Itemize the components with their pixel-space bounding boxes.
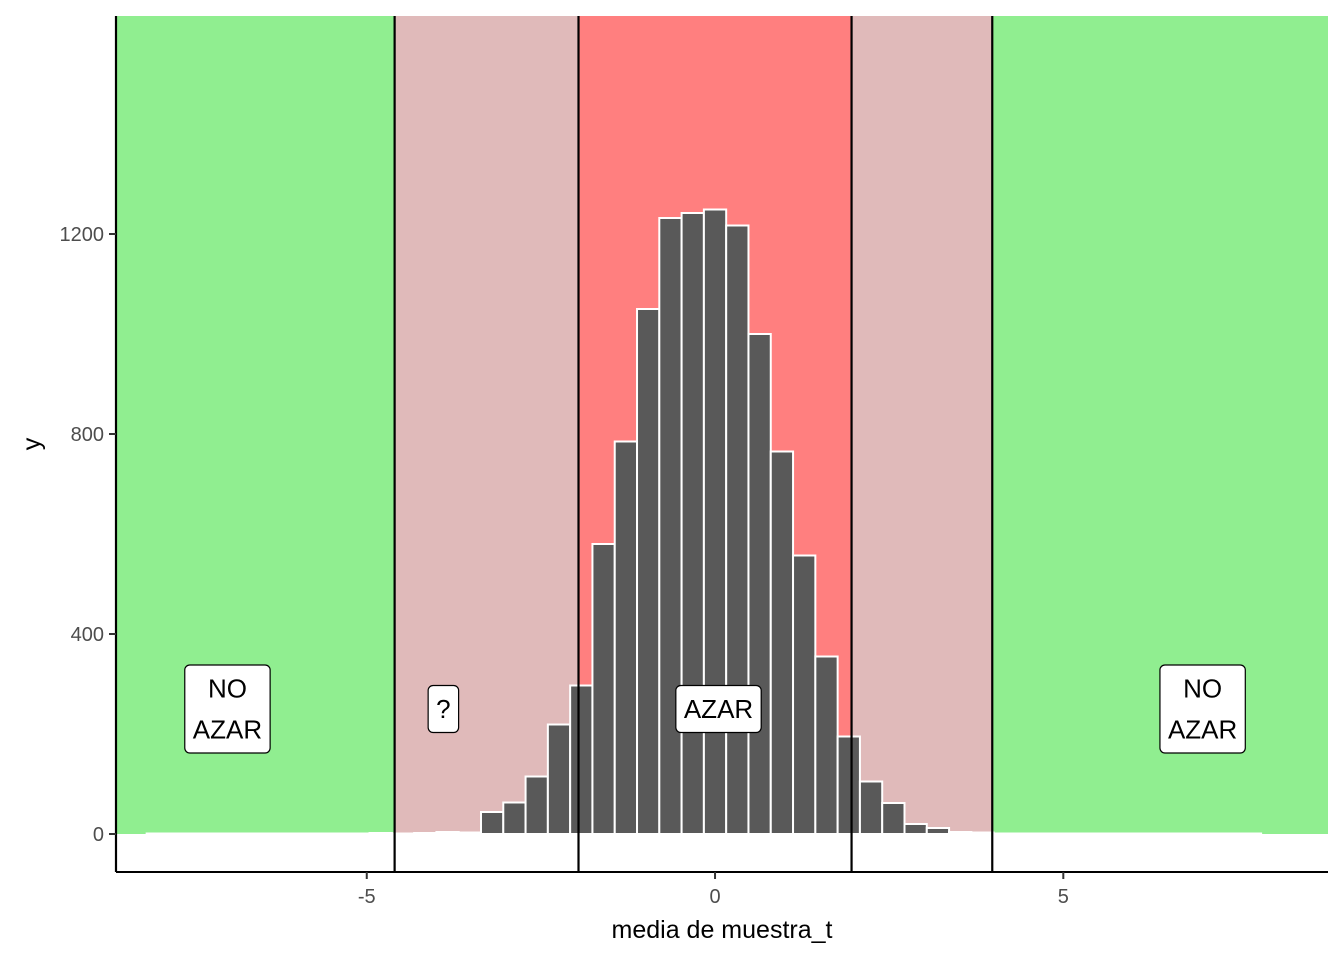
histogram-bar (658, 217, 683, 835)
histogram-bar (903, 823, 928, 835)
histogram-bar (1014, 832, 1040, 835)
histogram-bar (814, 655, 839, 835)
histogram-bar (212, 832, 237, 835)
histogram-bar (1148, 832, 1173, 835)
histogram-bar (524, 775, 549, 835)
y-axis-ticks: 0 400 800 1200 (60, 224, 116, 846)
histogram-bar (992, 832, 1017, 835)
histogram-bar (680, 212, 705, 835)
histogram-bar (1170, 832, 1196, 835)
histogram-bar (1104, 832, 1129, 835)
histogram-bar (1237, 832, 1263, 835)
y-tick-label: 400 (71, 624, 104, 646)
histogram-bar (413, 832, 438, 835)
histogram-bar (479, 811, 505, 835)
histogram-bar (948, 831, 973, 835)
zone-label-box (675, 684, 762, 734)
zone-annotations: NO AZAR? AZAR NO AZAR (184, 664, 1246, 754)
zone-label-text: NO (1183, 674, 1222, 704)
zone-label-text: NO (208, 674, 247, 704)
y-tick-label: 1200 (60, 224, 105, 246)
histogram-bar (368, 832, 393, 835)
histogram-bar (881, 802, 906, 835)
histogram-bar (346, 832, 371, 835)
histogram-bar (1037, 832, 1062, 835)
histogram-bar (725, 224, 750, 835)
histogram-bar (970, 831, 995, 835)
zone-label-1: ? (427, 684, 460, 734)
histogram-bar (747, 333, 772, 835)
histogram-bar (457, 831, 482, 835)
x-tick-label: -5 (358, 886, 376, 908)
y-tick-label: 0 (93, 824, 104, 846)
zone-label-box (1159, 664, 1246, 754)
histogram-bar (279, 832, 304, 835)
histogram-bar (1193, 832, 1218, 835)
histogram-bar (591, 543, 616, 835)
y-axis-title: y (18, 437, 46, 450)
histogram-bar (636, 308, 661, 835)
histogram-bar (435, 831, 460, 835)
histogram-bar (769, 450, 795, 835)
x-axis-title: media de muestra_t (612, 916, 833, 944)
histogram-bar (145, 832, 170, 835)
zone-label-0: NO AZAR (184, 664, 271, 754)
histogram-bar (702, 208, 728, 835)
histogram-bar (792, 554, 817, 835)
zone-label-text: AZAR (1168, 715, 1237, 745)
histogram-bars (145, 208, 1263, 835)
zone-label-box (427, 684, 460, 734)
histogram-bar (301, 832, 326, 835)
histogram-bar (257, 832, 282, 835)
zone-label-2: AZAR (675, 684, 762, 734)
zone-label-3: NO AZAR (1159, 664, 1246, 754)
zone-label-text: AZAR (684, 694, 753, 724)
histogram-bar (323, 832, 349, 835)
histogram-bar (167, 832, 193, 835)
x-axis-ticks: -5 0 5 (358, 872, 1069, 908)
histogram-bar (1059, 832, 1084, 835)
zone-band-3 (851, 16, 993, 834)
y-tick-label: 800 (71, 424, 104, 446)
histogram-bar (546, 723, 572, 835)
zone-label-box (184, 664, 271, 754)
histogram-bar (836, 735, 861, 835)
x-tick-label: 5 (1058, 886, 1069, 908)
histogram-bar (502, 801, 527, 835)
zone-band-1 (394, 16, 579, 834)
x-tick-label: 0 (709, 886, 720, 908)
histogram-bar (925, 827, 951, 835)
histogram-bar (234, 832, 260, 835)
histogram-bar (613, 440, 639, 835)
histogram-bar (1126, 832, 1151, 835)
histogram-bar (190, 832, 215, 835)
axes: -5 0 5 0 400 800 1200 media de muestra_t y (18, 16, 1328, 944)
histogram-bar (1081, 832, 1107, 835)
zone-label-text: AZAR (193, 715, 262, 745)
histogram-bar (569, 684, 594, 835)
zone-label-text: ? (436, 694, 450, 724)
histogram-bar (1215, 832, 1240, 835)
histogram-bar (858, 780, 884, 835)
